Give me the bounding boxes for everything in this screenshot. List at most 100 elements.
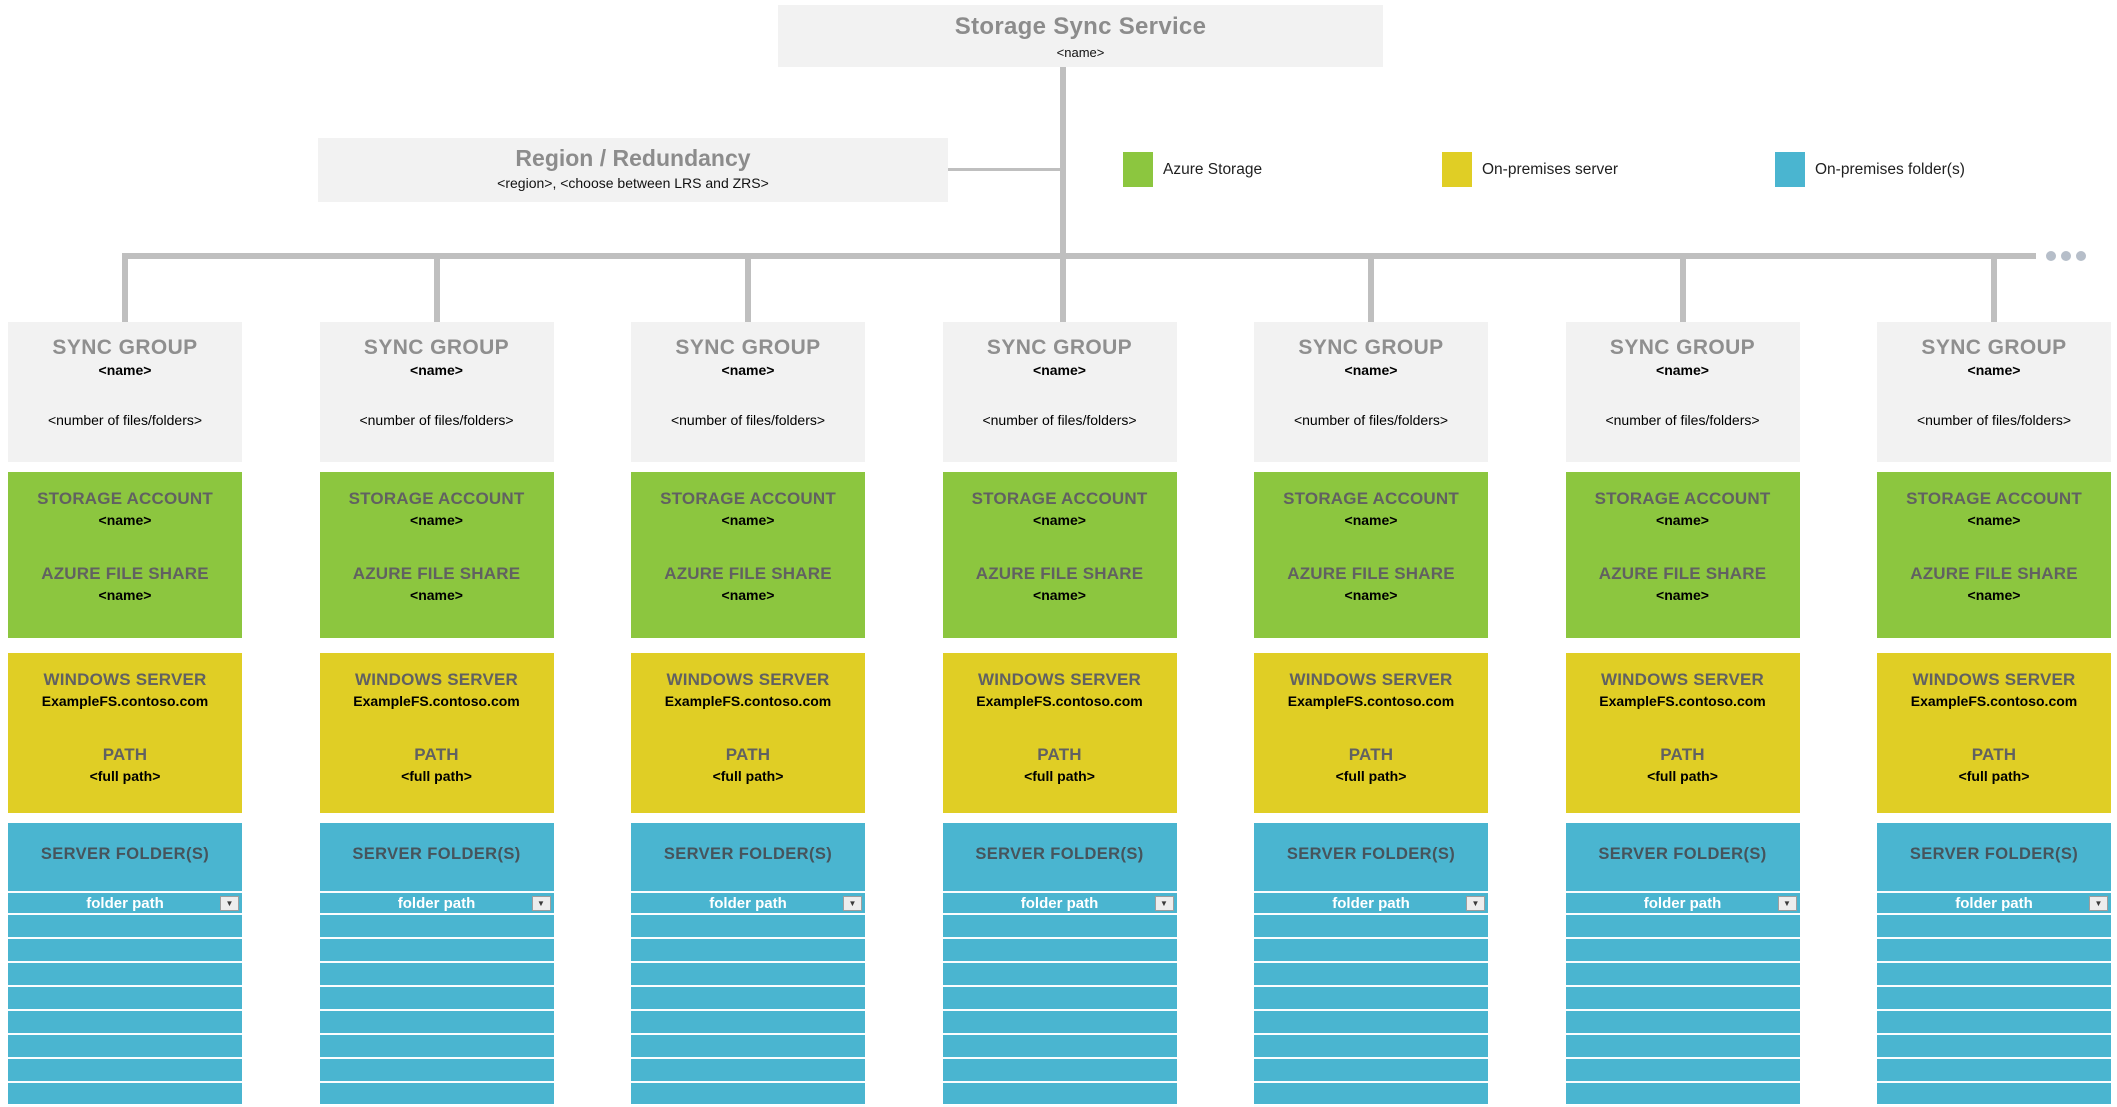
folder-row-empty [1254, 987, 1488, 1011]
server-folders-box: SERVER FOLDER(S) folder path ▼ [1565, 823, 1800, 1107]
server-folders-title: SERVER FOLDER(S) [1598, 845, 1767, 863]
sync-group-count: <number of files/folders> [1916, 412, 2072, 428]
windows-server-name: ExampleFS.contoso.com [353, 693, 520, 709]
path-value: <full path> [1024, 768, 1095, 784]
folder-row-empty [942, 963, 1177, 987]
dropdown-button[interactable]: ▼ [843, 896, 862, 911]
dropdown-button[interactable]: ▼ [531, 896, 551, 911]
dropdown-button[interactable]: ▼ [1154, 896, 1174, 911]
ellipsis-dot [2076, 251, 2086, 261]
dropdown-button[interactable]: ▼ [1466, 896, 1485, 911]
sync-group-column: SYNC GROUP <name> <number of files/folde… [319, 322, 554, 1107]
path-value: <full path> [89, 768, 161, 784]
folder-row-empty [319, 963, 554, 987]
storage-account-name: <name> [1033, 512, 1086, 528]
folder-path-cell[interactable]: folder path ▼ [631, 891, 865, 915]
sync-group-column: SYNC GROUP <name> <number of files/folde… [631, 322, 865, 1107]
folder-path-cell[interactable]: folder path ▼ [1565, 891, 1800, 915]
folder-path-cell[interactable]: folder path ▼ [1877, 891, 2111, 915]
folder-row-empty [1254, 1035, 1488, 1059]
folder-path-cell[interactable]: folder path ▼ [1254, 891, 1488, 915]
folder-row-empty [631, 915, 865, 939]
dropdown-button[interactable]: ▼ [220, 896, 239, 911]
sync-group-title: SYNC GROUP [1609, 336, 1756, 359]
windows-server-title: WINDOWS SERVER [43, 670, 207, 689]
folder-row-empty [631, 963, 865, 987]
folder-row-empty [1877, 1035, 2111, 1059]
folder-row-empty [1254, 939, 1488, 963]
folder-row-empty [319, 939, 554, 963]
folder-row-empty [319, 1011, 554, 1035]
ellipsis-dot [2046, 251, 2056, 261]
folder-path-value: folder path [709, 894, 787, 912]
folder-path-value: folder path [397, 894, 476, 912]
legend-label: On-premises server [1482, 160, 1619, 178]
windows-server-name: ExampleFS.contoso.com [1287, 693, 1455, 709]
server-folders-title: SERVER FOLDER(S) [975, 845, 1144, 863]
folder-row-empty [1254, 915, 1488, 939]
folder-row-empty [1565, 1035, 1800, 1059]
sync-group-box: SYNC GROUP <name> <number of files/folde… [1877, 322, 2111, 462]
azure-file-share-title: AZURE FILE SHARE [1598, 564, 1767, 583]
windows-server-box: WINDOWS SERVER ExampleFS.contoso.com PAT… [319, 653, 554, 813]
dropdown-button[interactable]: ▼ [2089, 896, 2108, 911]
storage-account-box: STORAGE ACCOUNT <name> AZURE FILE SHARE … [631, 472, 865, 638]
server-folders-title: SERVER FOLDER(S) [40, 845, 210, 863]
connector-drop [1368, 253, 1374, 322]
folder-row-empty [1254, 963, 1488, 987]
folder-row-empty [8, 1059, 242, 1083]
server-folders-title: SERVER FOLDER(S) [663, 845, 833, 863]
storage-sync-service-name: <name> [1056, 45, 1105, 60]
folder-row-empty [319, 1083, 554, 1107]
folder-row-empty [319, 987, 554, 1011]
sync-group-title: SYNC GROUP [986, 336, 1133, 359]
folder-row-empty [1565, 1083, 1800, 1107]
storage-account-box: STORAGE ACCOUNT <name> AZURE FILE SHARE … [1254, 472, 1488, 638]
connector-drop [1991, 253, 1997, 322]
azure-file-share-title: AZURE FILE SHARE [1910, 564, 2078, 583]
path-title: PATH [1348, 745, 1394, 764]
chevron-down-icon: ▼ [225, 898, 234, 908]
folder-row-empty [1877, 1083, 2111, 1107]
windows-server-name: ExampleFS.contoso.com [976, 693, 1143, 709]
folder-row-empty [942, 1035, 1177, 1059]
folder-row-empty [1877, 1059, 2111, 1083]
dropdown-button[interactable]: ▼ [1777, 896, 1797, 911]
folder-path-cell[interactable]: folder path ▼ [8, 891, 242, 915]
sync-group-count: <number of files/folders> [1605, 412, 1760, 428]
storage-account-box: STORAGE ACCOUNT <name> AZURE FILE SHARE … [1565, 472, 1800, 638]
folder-row-empty [8, 987, 242, 1011]
azure-file-share-title: AZURE FILE SHARE [1287, 564, 1455, 583]
folder-row-empty [8, 1035, 242, 1059]
legend-item: On-premises server [1442, 152, 1618, 187]
sync-group-title: SYNC GROUP [1298, 336, 1444, 359]
folder-rows [1254, 915, 1488, 1107]
sync-group-column: SYNC GROUP <name> <number of files/folde… [1254, 322, 1488, 1107]
azure-file-share-title: AZURE FILE SHARE [664, 564, 832, 583]
folder-path-value: folder path [1020, 894, 1099, 912]
folder-path-cell[interactable]: folder path ▼ [942, 891, 1177, 915]
legend-swatch [1442, 152, 1472, 187]
sync-group-title: SYNC GROUP [1921, 336, 2067, 359]
chevron-down-icon: ▼ [848, 898, 857, 908]
server-folders-title: SERVER FOLDER(S) [352, 845, 521, 863]
folder-row-empty [942, 1011, 1177, 1035]
sync-group-title: SYNC GROUP [363, 336, 510, 359]
legend-swatch [1775, 152, 1805, 187]
sync-group-name: <name> [1967, 362, 2021, 378]
folder-path-cell[interactable]: folder path ▼ [319, 891, 554, 915]
connector-bus [125, 253, 2036, 259]
folder-row-empty [631, 1035, 865, 1059]
windows-server-title: WINDOWS SERVER [1289, 670, 1453, 689]
storage-sync-service-box: Storage Sync Service <name> [778, 5, 1383, 67]
storage-sync-service-title: Storage Sync Service [954, 13, 1207, 40]
storage-account-name: <name> [1656, 512, 1709, 528]
folder-row-empty [1877, 1011, 2111, 1035]
azure-file-share-name: <name> [410, 587, 463, 603]
windows-server-box: WINDOWS SERVER ExampleFS.contoso.com PAT… [1877, 653, 2111, 813]
folder-row-empty [8, 963, 242, 987]
azure-file-share-name: <name> [1344, 587, 1398, 603]
storage-account-title: STORAGE ACCOUNT [971, 489, 1148, 508]
storage-account-title: STORAGE ACCOUNT [660, 489, 836, 508]
